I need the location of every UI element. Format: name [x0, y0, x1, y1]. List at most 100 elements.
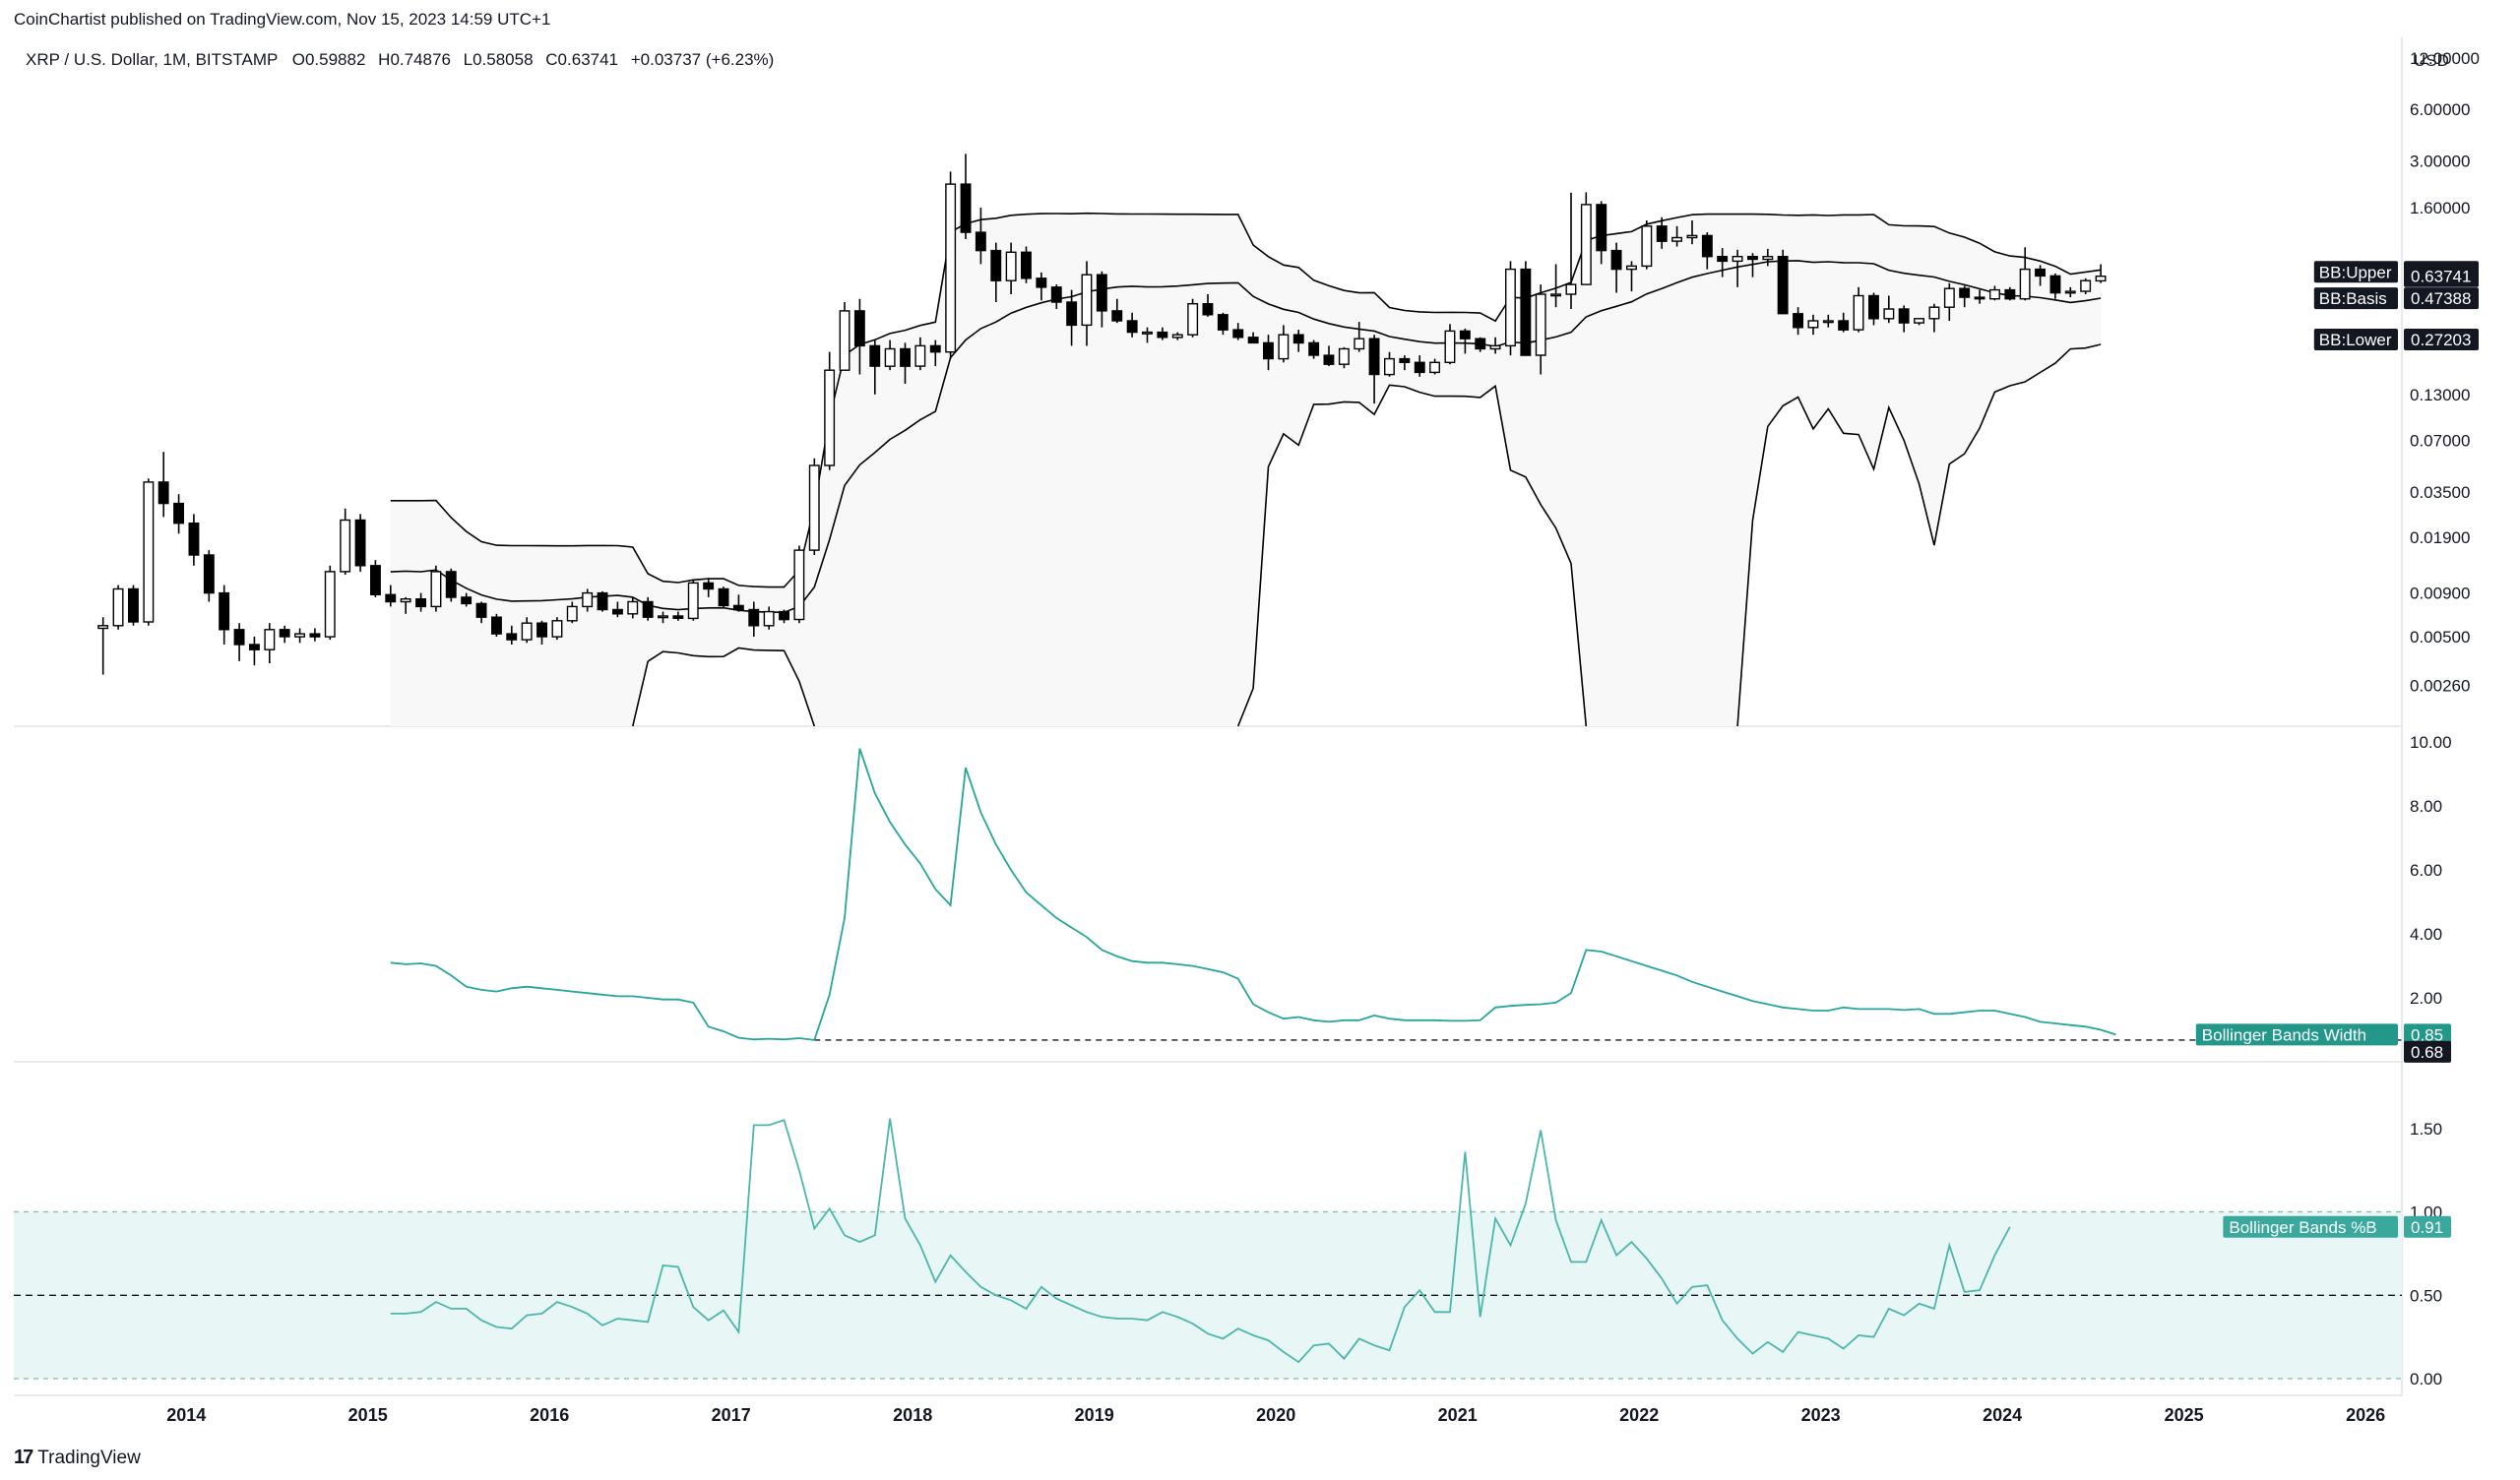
bb-lower-name: BB:Lower — [2319, 331, 2392, 349]
candle-down — [1459, 330, 1471, 339]
bbw-name-label: Bollinger Bands Width — [2202, 1025, 2366, 1044]
candle-down — [2004, 288, 2016, 300]
bb-upper-name-bg — [2313, 261, 2398, 283]
candle-up — [1444, 330, 1456, 363]
price-tick-label: 0.13000 — [2410, 386, 2470, 404]
candle-down — [354, 519, 366, 567]
tradingview-logo-icon: 17 — [14, 1447, 33, 1468]
candle-up — [2064, 290, 2076, 294]
time-tick-label: 2019 — [1075, 1405, 1114, 1425]
candle-up — [658, 615, 668, 619]
candle-down — [718, 587, 729, 607]
time-tick-label: 2014 — [166, 1405, 206, 1425]
price-tick-label: 12.00000 — [2410, 49, 2480, 68]
candle-down — [1959, 287, 1971, 298]
time-tick-label: 2018 — [893, 1405, 932, 1425]
candle-down — [1838, 320, 1850, 331]
candle-up — [1504, 268, 1516, 347]
candle-down — [1157, 331, 1168, 339]
candle-up — [824, 369, 836, 466]
candle-down — [1020, 251, 1032, 279]
candle-down — [612, 608, 623, 615]
pctb-value-bg — [2404, 1215, 2451, 1238]
candle-down — [385, 593, 397, 603]
candle-up — [1081, 274, 1093, 327]
candle-down — [853, 310, 865, 347]
candle-down — [1232, 329, 1244, 339]
candle-up — [1278, 334, 1290, 360]
bb-lower-value-bg — [2404, 329, 2479, 350]
pctb-tick-label: 0.50 — [2410, 1286, 2442, 1305]
candle-down — [960, 183, 972, 233]
candle-down — [173, 502, 185, 524]
bb-basis-name-bg — [2313, 287, 2398, 310]
time-axis-ticks: 2014 2015 2016 2017 2018 2019 2020 2021 2022 2023… — [166, 1405, 2385, 1425]
candle-down — [1974, 296, 1985, 300]
candle-up — [1762, 256, 1774, 261]
tradingview-logo[interactable]: 17 TradingView — [14, 1447, 141, 1469]
time-tick-label: 2017 — [712, 1405, 751, 1425]
bbw-pane: 10.00 8.00 6.00 4.00 2.00 Bollinger Bands Wid… — [390, 733, 2452, 1063]
candle-down — [1898, 308, 1910, 324]
candle-up — [1625, 265, 1637, 271]
candle-down — [1414, 361, 1425, 374]
candle-up — [1171, 334, 1183, 339]
time-tick-label: 2020 — [1256, 1405, 1295, 1425]
candle-down — [990, 249, 1002, 281]
candle-down — [279, 629, 290, 638]
candle-up — [1535, 293, 1546, 356]
symbol-name: XRP / U.S. Dollar, 1M, BITSTAMP — [26, 50, 278, 69]
candle-up — [1383, 357, 1395, 376]
candle-down — [475, 602, 487, 618]
candle-down — [491, 616, 502, 635]
candle-down — [233, 629, 245, 646]
candle-down — [597, 591, 608, 611]
candle-down — [1610, 249, 1622, 271]
candle-up — [1005, 251, 1017, 281]
candle-up — [1853, 294, 1864, 331]
currency-label[interactable]: USD — [2414, 51, 2449, 70]
candle-up — [2080, 279, 2092, 292]
candle-down — [1292, 334, 1304, 344]
candle-up — [551, 620, 563, 638]
symbol-info[interactable]: XRP / U.S. Dollar, 1M, BITSTAMP O0.59882… — [26, 50, 774, 69]
candle-up — [627, 600, 639, 615]
candle-down — [1701, 234, 1713, 258]
bb-upper-line — [390, 212, 2102, 588]
candle-down — [461, 596, 472, 605]
candle-up — [1338, 347, 1350, 365]
pctb-value-label: 0.91 — [2411, 1218, 2443, 1237]
candle-down — [1475, 338, 1486, 350]
candles-group — [97, 154, 2107, 675]
candle-down — [748, 608, 760, 627]
candle-down — [900, 347, 911, 367]
candle-down — [2035, 268, 2047, 278]
candle-up — [884, 347, 896, 367]
candle-down — [975, 231, 986, 252]
pctb-tick-label: 0.00 — [2410, 1370, 2442, 1388]
candle-up — [945, 183, 957, 353]
candle-down — [1217, 314, 1228, 331]
candle-up — [340, 519, 351, 573]
candle-down — [309, 633, 321, 638]
time-tick-label: 2015 — [348, 1405, 388, 1425]
candle-up — [1883, 308, 1895, 320]
candle-down — [1050, 286, 1062, 303]
candle-down — [203, 554, 215, 594]
price-tick-label: 0.00500 — [2410, 628, 2470, 647]
bb-basis-value: 0.47388 — [2411, 289, 2471, 308]
candle-up — [2019, 268, 2031, 300]
candle-down — [1202, 303, 1214, 316]
ohlc-change: +0.03737 (+6.23%) — [631, 50, 775, 69]
candle-down — [1036, 278, 1047, 288]
candle-up — [839, 310, 850, 371]
candle-down — [127, 587, 139, 623]
bbw-tick-label: 2.00 — [2410, 989, 2442, 1008]
price-tick-label: 0.00260 — [2410, 676, 2470, 695]
candle-down — [158, 481, 169, 505]
time-tick-label: 2026 — [2346, 1405, 2385, 1425]
time-tick-label: 2023 — [1801, 1405, 1841, 1425]
candle-down — [415, 598, 426, 608]
